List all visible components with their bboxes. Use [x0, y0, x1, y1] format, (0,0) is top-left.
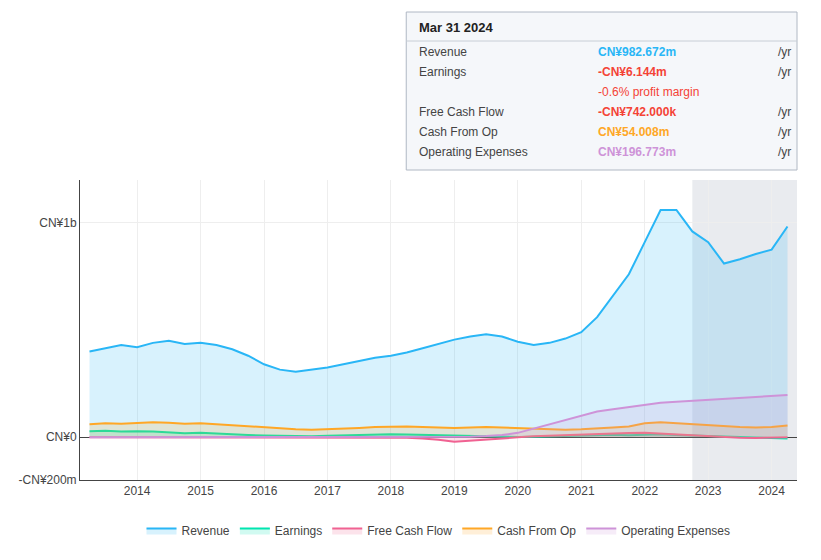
svg-text:CN¥54.008m: CN¥54.008m — [598, 125, 669, 139]
svg-text:CN¥0: CN¥0 — [46, 430, 77, 444]
svg-text:/yr: /yr — [778, 125, 791, 139]
svg-text:Earnings: Earnings — [419, 65, 466, 79]
svg-text:Operating Expenses: Operating Expenses — [419, 145, 528, 159]
svg-text:CN¥196.773m: CN¥196.773m — [598, 145, 676, 159]
svg-text:2021: 2021 — [568, 484, 595, 498]
svg-text:Free Cash Flow: Free Cash Flow — [367, 524, 452, 538]
svg-text:-CN¥742.000k: -CN¥742.000k — [598, 105, 676, 119]
svg-text:/yr: /yr — [778, 65, 791, 79]
svg-text:-CN¥6.144m: -CN¥6.144m — [598, 65, 667, 79]
svg-text:/yr: /yr — [778, 105, 791, 119]
svg-text:Operating Expenses: Operating Expenses — [621, 524, 730, 538]
svg-text:CN¥982.672m: CN¥982.672m — [598, 45, 676, 59]
svg-text:2018: 2018 — [378, 484, 405, 498]
svg-text:-0.6% profit margin: -0.6% profit margin — [598, 85, 699, 99]
svg-text:2024: 2024 — [758, 484, 785, 498]
svg-text:Revenue: Revenue — [419, 45, 467, 59]
svg-text:Cash From Op: Cash From Op — [419, 125, 498, 139]
svg-text:2020: 2020 — [504, 484, 531, 498]
svg-text:2017: 2017 — [314, 484, 341, 498]
svg-text:2014: 2014 — [124, 484, 151, 498]
svg-text:Cash From Op: Cash From Op — [497, 524, 576, 538]
svg-text:Earnings: Earnings — [275, 524, 322, 538]
svg-text:2015: 2015 — [187, 484, 214, 498]
svg-text:Free Cash Flow: Free Cash Flow — [419, 105, 504, 119]
svg-text:2023: 2023 — [695, 484, 722, 498]
svg-text:Mar 31 2024: Mar 31 2024 — [419, 20, 493, 35]
svg-text:2019: 2019 — [441, 484, 468, 498]
svg-text:/yr: /yr — [778, 145, 791, 159]
svg-text:/yr: /yr — [778, 45, 791, 59]
svg-text:CN¥1b: CN¥1b — [39, 216, 77, 230]
svg-text:Revenue: Revenue — [182, 524, 230, 538]
svg-text:2022: 2022 — [631, 484, 658, 498]
svg-text:-CN¥200m: -CN¥200m — [19, 473, 77, 487]
svg-text:2016: 2016 — [251, 484, 278, 498]
